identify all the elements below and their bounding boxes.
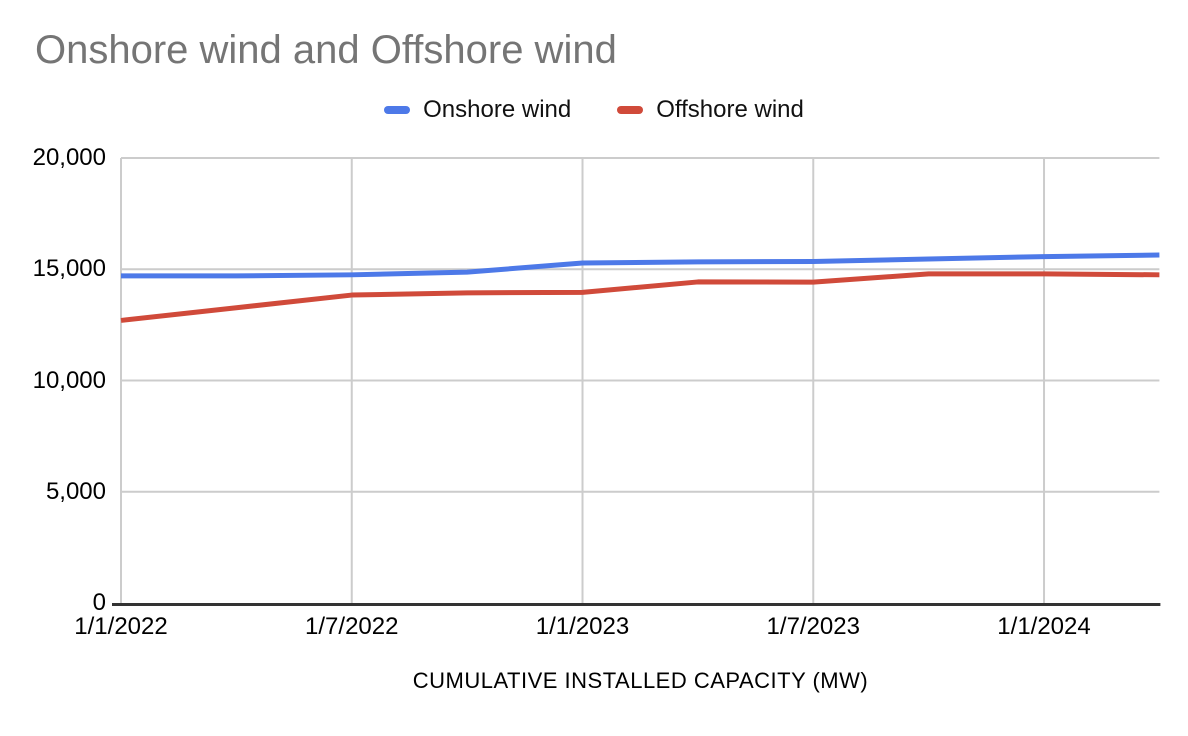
x-axis-title: CUMULATIVE INSTALLED CAPACITY (MW) — [412, 668, 869, 693]
legend-swatch-icon — [617, 106, 644, 114]
series-line-onshore-wind — [121, 252, 1160, 279]
chart-title: Onshore wind and Offshore wind — [35, 28, 617, 72]
legend: Onshore wind Offshore wind — [0, 96, 1188, 124]
legend-swatch-icon — [384, 106, 411, 114]
x-tick-label: 1/7/2023 — [766, 613, 860, 640]
y-tick-label: 0 — [92, 589, 106, 616]
legend-label: Offshore wind — [656, 96, 804, 123]
legend-label: Onshore wind — [423, 96, 572, 123]
series-line-offshore-wind — [120, 271, 1160, 323]
y-tick-label: 20,000 — [32, 144, 106, 171]
x-tick-label: 1/1/2022 — [74, 613, 168, 640]
x-tick-label: 1/1/2024 — [997, 613, 1091, 640]
x-tick-label: 1/7/2022 — [305, 613, 399, 640]
legend-item-offshore-wind[interactable]: Offshore wind — [617, 96, 804, 124]
y-tick-label: 15,000 — [32, 255, 106, 283]
x-tick-label: 1/1/2023 — [535, 613, 630, 640]
y-tick-label: 10,000 — [32, 366, 106, 394]
y-tick-label: 5,000 — [45, 477, 106, 505]
legend-item-onshore-wind[interactable]: Onshore wind — [384, 96, 571, 124]
